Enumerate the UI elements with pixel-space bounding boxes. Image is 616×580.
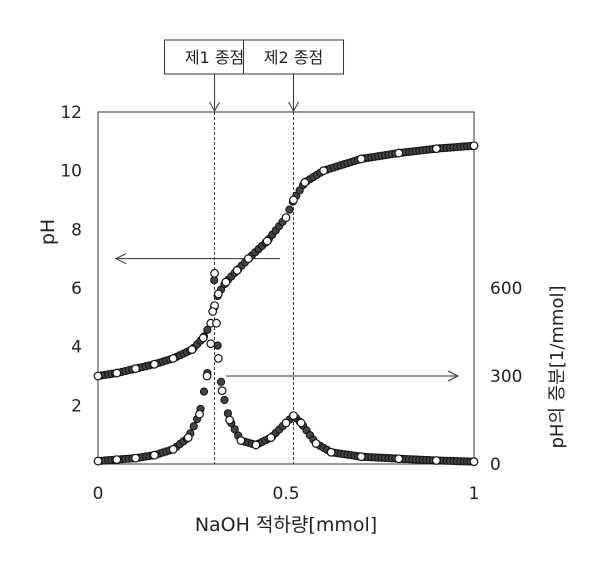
y-right-tick-label: 300: [490, 367, 522, 387]
ph-data-marker: [221, 277, 231, 287]
ph-increment-point: [220, 395, 229, 405]
ph-data-marker: [432, 144, 441, 154]
left-axis-arrow-head: [114, 253, 127, 265]
ph-increment-data-marker: [432, 456, 441, 465]
endpoint-1-label: 제1 종점: [185, 48, 244, 67]
x-axis-label: NaOH 적하량[mmol]: [195, 514, 377, 536]
ph-increment-data-marker: [206, 339, 216, 349]
ph-increment-point: [230, 425, 239, 434]
ph-increment-data-marker: [210, 268, 219, 278]
ph-increment-data-marker: [281, 418, 291, 428]
ph-increment-data-marker: [289, 411, 298, 421]
ph-increment-data-marker: [296, 418, 306, 428]
ph-increment-data-marker: [213, 354, 223, 363]
ph-increment-data-marker: [202, 371, 212, 381]
y-left-tick-label: 12: [60, 103, 82, 123]
ph-increment-data-marker: [311, 439, 321, 448]
ph-increment-data-marker: [394, 454, 404, 464]
ph-increment-series: [93, 268, 479, 467]
ph-increment-data-marker: [266, 433, 276, 443]
ph-increment-data-marker: [217, 386, 227, 396]
ph-data-marker: [112, 368, 122, 378]
ph-increment-data-marker: [208, 307, 218, 316]
ph-data-marker: [356, 154, 366, 164]
ph-increment-point: [199, 387, 209, 396]
y-left-tick-label: 6: [71, 279, 82, 299]
ph-data-marker: [469, 141, 479, 151]
ph-data-marker: [281, 213, 291, 223]
ph-increment-data-marker: [149, 450, 159, 460]
x-tick-label: 0.5: [272, 484, 299, 504]
ph-data-marker: [232, 266, 242, 275]
ph-increment-data-marker: [326, 447, 336, 457]
y-right-tick-label: 600: [490, 279, 522, 299]
y-left-tick-label: 4: [71, 338, 82, 358]
plot-frame: [97, 111, 475, 465]
ph-data-marker: [187, 345, 197, 355]
endpoint-1-pointer-head: [209, 101, 220, 113]
ph-increment-data-marker: [183, 433, 193, 443]
ph-increment-data-marker: [212, 318, 221, 328]
ph-increment-point: [216, 377, 226, 386]
ph-increment-data-marker: [236, 436, 246, 445]
ph-increment-data-marker: [195, 409, 204, 419]
ph-increment-data-marker: [112, 455, 122, 465]
ph-increment-data-marker: [469, 457, 479, 467]
ph-point: [203, 325, 212, 334]
ph-data-marker: [289, 195, 298, 205]
ph-data-marker: [243, 254, 253, 264]
y-left-tick-label: 8: [71, 220, 82, 240]
right-axis-arrow-head: [447, 370, 460, 382]
endpoint-2-label: 제2 종점: [264, 48, 323, 67]
ph-data-marker: [198, 333, 208, 343]
ph-increment-data-marker: [251, 440, 261, 450]
y-axis-left-label: pH: [37, 219, 59, 245]
ph-data-marker: [149, 359, 159, 369]
y-left-tick-label: 10: [60, 162, 82, 182]
y-left-tick-label: 2: [71, 396, 82, 416]
ph-increment-data-marker: [168, 444, 178, 454]
ph-series: [93, 141, 479, 381]
ph-data-marker: [300, 177, 310, 187]
x-tick-label: 0: [93, 484, 104, 504]
ph-increment-data-marker: [356, 452, 366, 462]
endpoint-2-pointer-head: [288, 101, 299, 113]
ph-data-marker: [394, 148, 404, 158]
ph-data-marker: [168, 354, 178, 363]
ph-increment-data-marker: [225, 415, 235, 425]
ph-increment-point: [210, 276, 219, 285]
ph-data-marker: [262, 236, 272, 246]
ph-data-marker: [93, 371, 103, 381]
y-right-tick-label: 0: [490, 455, 501, 475]
ph-increment-point: [189, 422, 198, 431]
ph-data-marker: [319, 166, 329, 176]
ph-point: [285, 205, 294, 214]
ph-increment-data-marker: [93, 456, 103, 466]
y-axis-right-label: pH의 증분[1/mmol]: [547, 285, 568, 448]
ph-data-marker: [213, 289, 223, 299]
ph-increment-data-marker: [131, 453, 141, 463]
x-tick-label: 1: [469, 484, 480, 504]
ph-data-marker: [131, 364, 141, 374]
